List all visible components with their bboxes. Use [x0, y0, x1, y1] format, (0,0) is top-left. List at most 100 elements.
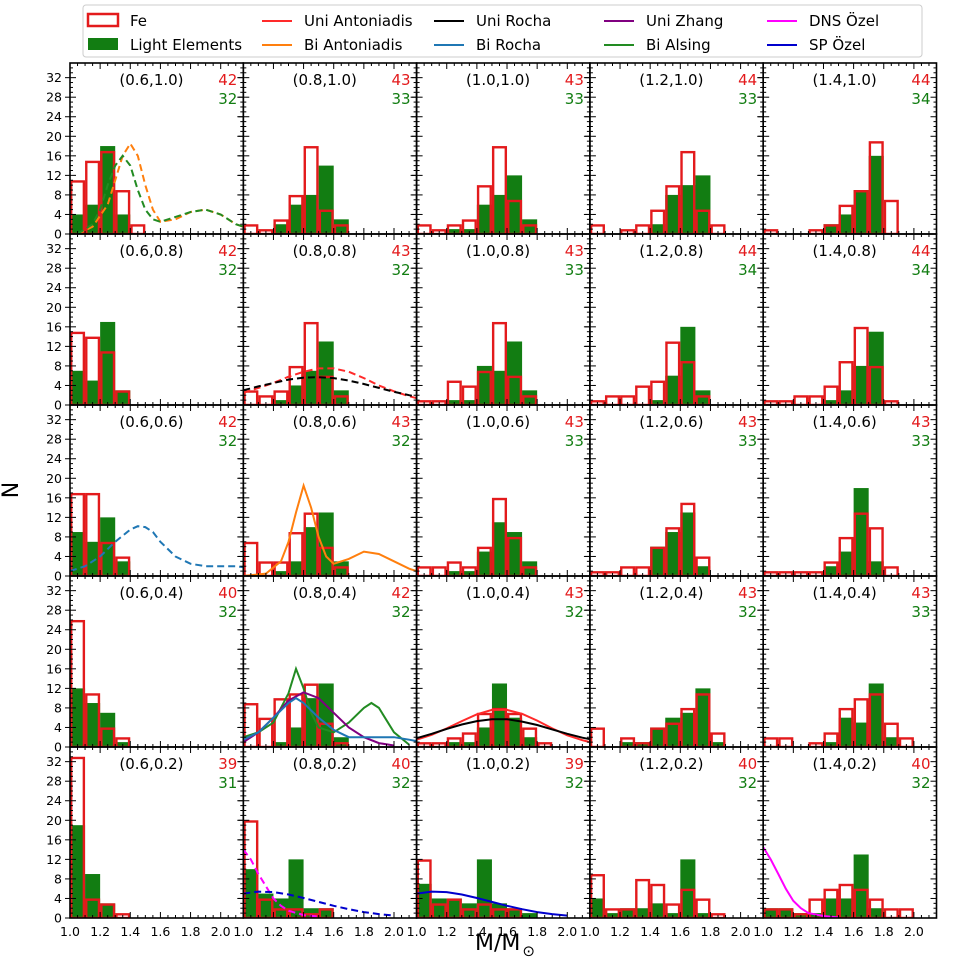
fe-bar — [695, 693, 711, 747]
light-elements-bar — [507, 532, 523, 576]
light-elements-bar — [868, 331, 884, 405]
y-tick-label: 12 — [46, 852, 62, 867]
fe-bar — [333, 566, 349, 576]
light-elements-bar — [507, 175, 523, 234]
light-count: 32 — [218, 90, 237, 108]
y-tick-label: 24 — [46, 622, 62, 637]
light-elements-bar — [303, 370, 319, 405]
fe-count: 42 — [218, 242, 237, 260]
curve-dns-ozel — [763, 846, 839, 918]
fe-bar — [288, 532, 304, 576]
fe-bar — [446, 224, 462, 234]
x-tick-label: 1.2 — [437, 924, 457, 939]
light-elements-bar — [491, 370, 508, 405]
legend-entry: Fe — [86, 12, 147, 30]
legend-entry: Light Elements — [88, 36, 242, 54]
panel-title: (1.4,0.2) — [813, 755, 877, 773]
fe-bar — [883, 566, 899, 576]
x-tick-label: 1.8 — [874, 924, 894, 939]
legend-label: Uni Antoniadis — [304, 12, 413, 30]
fe-count: 43 — [565, 71, 584, 89]
light-elements-bar — [680, 859, 696, 918]
fe-bar — [589, 400, 605, 405]
light-elements-bar — [665, 375, 681, 405]
panel-title: (0.6,0.8) — [119, 242, 183, 260]
fe-bar — [461, 908, 477, 918]
light-elements-bar — [115, 561, 131, 576]
fe-bar — [100, 727, 116, 747]
light-elements-bar — [823, 224, 839, 234]
light-elements-bar — [100, 321, 116, 405]
x-tick-label: 2.0 — [904, 924, 924, 939]
y-tick-label: 16 — [46, 319, 62, 334]
panel-title: (1.2,0.6) — [639, 413, 703, 431]
light-count: 33 — [565, 261, 584, 279]
light-count: 32 — [218, 603, 237, 621]
light-elements-bar — [868, 155, 884, 234]
x-tick-label: 1.2 — [783, 924, 803, 939]
light-elements-bar — [70, 688, 86, 747]
y-tick-label: 28 — [46, 90, 62, 105]
x-tick-label: 1.4 — [640, 924, 660, 939]
x-tick-label: 2.0 — [211, 924, 231, 939]
light-count: 32 — [911, 774, 930, 792]
fe-bar — [868, 693, 884, 747]
y-tick-label: 28 — [46, 432, 62, 447]
panel-title: (0.8,0.4) — [293, 584, 357, 602]
fe-bar — [115, 556, 131, 576]
fe-bar — [763, 737, 779, 747]
light-elements-bar — [680, 185, 696, 234]
x-tick-label: 2.0 — [384, 924, 404, 939]
light-elements-bar — [838, 551, 854, 576]
legend-label: Uni Rocha — [476, 12, 551, 30]
fe-bar — [650, 727, 666, 747]
legend-entry: Uni Zhang — [604, 12, 723, 30]
fe-bar — [823, 888, 839, 918]
x-tick-label: 1.2 — [90, 924, 110, 939]
fe-bar — [416, 400, 432, 405]
light-elements-bar — [838, 898, 854, 918]
fe-bar — [100, 541, 116, 576]
x-tick-label: 1.6 — [844, 924, 864, 939]
legend-entry: DNS Özel — [767, 11, 879, 30]
light-elements-bar — [680, 712, 696, 747]
light-elements-bar — [70, 825, 86, 918]
light-elements-bar — [491, 522, 508, 576]
light-elements-bar — [476, 859, 492, 918]
light-elements-bar — [853, 190, 869, 234]
legend-label: Bi Antoniadis — [304, 36, 403, 54]
light-count: 33 — [738, 432, 757, 450]
fe-bar — [507, 908, 523, 918]
light-elements-bar — [620, 908, 636, 918]
legend: Fe Light Elements Uni Antoniadis Bi Antonia… — [82, 4, 923, 58]
light-elements-bar — [476, 727, 492, 747]
light-elements-bar — [243, 869, 259, 918]
fe-count: 40 — [738, 755, 757, 773]
panel-title: (0.8,1.0) — [293, 71, 357, 89]
fe-bar — [476, 712, 492, 747]
y-tick-label: 32 — [46, 583, 62, 598]
light-elements-bar — [273, 224, 289, 234]
light-elements-bar — [868, 561, 884, 576]
x-tick-label: 1.8 — [701, 924, 721, 939]
fe-bar — [446, 898, 462, 918]
y-tick-label: 28 — [46, 603, 62, 618]
light-elements-bar — [115, 214, 131, 234]
light-elements-bar — [100, 712, 116, 747]
light-elements-bar — [650, 224, 666, 234]
curve-sp-ozel — [243, 890, 395, 917]
fe-bar — [461, 566, 477, 576]
fe-bar — [318, 908, 334, 918]
x-tick-label: 1.0 — [233, 924, 253, 939]
light-elements-bar — [838, 390, 854, 405]
light-elements-bar — [838, 717, 854, 747]
fe-bar — [70, 756, 86, 918]
light-count: 32 — [392, 261, 411, 279]
